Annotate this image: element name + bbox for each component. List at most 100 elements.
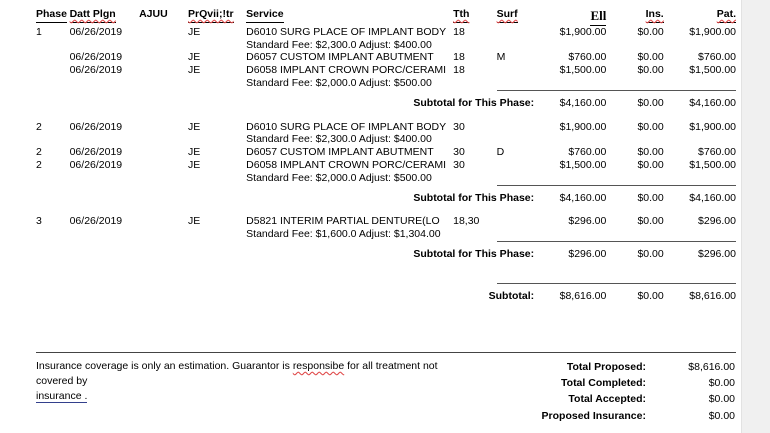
cell-ajuu — [139, 215, 188, 228]
cell-service: D6058 IMPLANT CROWN PORC/CERAMI — [246, 159, 447, 172]
cell-estimate: $1,500.00 — [559, 64, 607, 77]
cell-ajuu — [139, 64, 188, 77]
grand-subtotal-row: Subtotal: $8,616.00 $0.00 $8,616.00 — [36, 290, 736, 303]
table-row[interactable]: 3 06/26/2019 JE D5821 INTERIM PARTIAL DENTU… — [36, 215, 736, 228]
totals-body: Total Proposed: $8,616.00 Total Completed:… — [541, 359, 736, 424]
column-header-date: Datt Plgn — [69, 8, 139, 26]
cell-provider: JE — [188, 120, 201, 133]
phase-gap — [36, 204, 736, 215]
totals-value: $0.00 — [708, 409, 735, 422]
cell-phase: 2 — [36, 120, 42, 133]
subtotal-rule-row — [36, 89, 736, 97]
cell-surf — [497, 64, 535, 77]
column-header-phase-label: Phase — [36, 8, 67, 23]
grand-subtotal-rule — [496, 282, 736, 290]
subtotal-rule — [496, 184, 736, 192]
subtotal-rule-row — [36, 184, 736, 192]
cell-provider: JE — [188, 215, 201, 228]
phase-subtotal-patient: $4,160.00 — [689, 191, 736, 204]
totals-row: Total Completed: $0.00 — [541, 375, 736, 391]
totals-value: $0.00 — [708, 393, 735, 406]
grand-subtotal-patient: $8,616.00 — [689, 289, 736, 302]
phase-subtotal-label: Subtotal for This Phase: — [413, 96, 535, 109]
cell-patient: $1,900.00 — [689, 25, 736, 38]
cell-surf — [497, 121, 535, 134]
cell-insurance: $0.00 — [637, 120, 664, 133]
cell-surf — [497, 26, 535, 39]
totals-row: Proposed Insurance: $0.00 — [541, 408, 736, 424]
cell-insurance: $0.00 — [637, 159, 664, 172]
cell-date: 06/26/2019 — [69, 159, 123, 172]
phase-subtotal-label: Subtotal for This Phase: — [413, 191, 535, 204]
cell-phase: 2 — [36, 146, 42, 159]
grand-subtotal-rule-row — [36, 282, 736, 290]
cell-phase: 3 — [36, 215, 42, 228]
note-spacer — [36, 77, 246, 90]
disclaimer-text-end: for all treatment not covered by — [36, 360, 438, 388]
table-row-note: Standard Fee: $2,000.0 Adjust: $500.00 — [36, 172, 736, 185]
totals-row: Total Proposed: $8,616.00 — [541, 359, 736, 375]
cell-date: 06/26/2019 — [69, 25, 123, 38]
cell-provider: JE — [188, 64, 201, 77]
cell-provider: JE — [188, 146, 201, 159]
table-row[interactable]: 06/26/2019 JE D6057 CUSTOM IMPLANT ABUTMEN… — [36, 51, 736, 64]
phase-gap — [36, 272, 736, 284]
phase-subtotal-insurance: $0.00 — [637, 248, 664, 261]
cell-patient: $296.00 — [698, 215, 736, 228]
phase-subtotal-row: Subtotal for This Phase: $4,160.00 $0.00 $4… — [36, 97, 736, 110]
cell-surf: D — [496, 146, 505, 159]
cell-patient: $1,500.00 — [689, 159, 736, 172]
column-header-tth-label: Tth — [453, 8, 470, 23]
cell-patient: $760.00 — [698, 51, 736, 64]
cell-tth: 18,30 — [453, 215, 480, 228]
column-header-phase: Phase — [36, 8, 70, 26]
table-row-note: Standard Fee: $2,300.0 Adjust: $400.00 — [36, 39, 736, 52]
treatment-plan-sheet: Phase Datt Plgn AJUU PrQvii;!tr Service … — [36, 8, 736, 303]
phase-subtotal-row: Subtotal for This Phase: $296.00 $0.00 $296… — [36, 248, 736, 261]
cell-service: D6057 CUSTOM IMPLANT ABUTMENT — [246, 146, 434, 159]
cell-phase: 1 — [36, 25, 42, 38]
phase-subtotal-patient: $296.00 — [698, 248, 736, 261]
header-row: Phase Datt Plgn AJUU PrQvii;!tr Service … — [36, 8, 736, 26]
standard-fee-note: Standard Fee: $2,000.0 Adjust: $500.00 — [246, 77, 432, 90]
table-row[interactable]: 2 06/26/2019 JE D6010 SURG PLACE OF IMPLANT… — [36, 121, 736, 134]
column-header-surf: Surf — [496, 8, 535, 26]
table-row-note: Standard Fee: $1,600.0 Adjust: $1,304.00 — [36, 228, 736, 241]
standard-fee-note: Standard Fee: $2,300.0 Adjust: $400.00 — [246, 133, 432, 146]
phase-subtotal-insurance: $0.00 — [637, 191, 664, 204]
totals-row: Total Accepted: $0.00 — [541, 391, 736, 407]
note-spacer — [36, 39, 246, 52]
column-header-service: Service — [246, 8, 453, 26]
cell-phase — [36, 64, 70, 77]
table-row[interactable]: 2 06/26/2019 JE D6058 IMPLANT CROWN PORC/CE… — [36, 159, 736, 172]
column-header-estimate-label: Ell — [590, 8, 607, 26]
footer-divider — [36, 352, 736, 353]
table-row[interactable]: 1 06/26/2019 JE D6010 SURG PLACE OF IMPLANT… — [36, 26, 736, 39]
cell-provider: JE — [188, 25, 201, 38]
footer-section: Insurance coverage is only an estimation… — [36, 352, 736, 424]
table-row[interactable]: 2 06/26/2019 JE D6057 CUSTOM IMPLANT ABUTME… — [36, 146, 736, 159]
column-header-date-label: Datt Plgn — [69, 8, 116, 23]
cell-tth: 18 — [453, 51, 465, 64]
column-header-patient: Pat. — [664, 8, 736, 26]
cell-insurance: $0.00 — [637, 215, 664, 228]
totals-label: Total Completed: — [561, 377, 646, 390]
cell-phase — [36, 51, 70, 64]
column-header-surf-label: Surf — [496, 8, 518, 23]
cell-ajuu — [139, 51, 188, 64]
totals-label: Proposed Insurance: — [541, 409, 646, 422]
cell-insurance: $0.00 — [637, 25, 664, 38]
standard-fee-note: Standard Fee: $2,000.0 Adjust: $500.00 — [246, 171, 432, 184]
cell-patient: $1,900.00 — [689, 120, 736, 133]
phase-subtotal-label: Subtotal for This Phase: — [413, 248, 535, 261]
grand-subtotal-label: Subtotal: — [488, 289, 535, 302]
phase-subtotal-estimate: $296.00 — [568, 248, 607, 261]
table-header: Phase Datt Plgn AJUU PrQvii;!tr Service … — [36, 8, 736, 26]
insurance-disclaimer: Insurance coverage is only an estimation… — [36, 359, 466, 424]
table-row[interactable]: 06/26/2019 JE D6058 IMPLANT CROWN PORC/CER… — [36, 64, 736, 77]
cell-tth: 30 — [453, 146, 465, 159]
spacer-cell — [36, 110, 736, 121]
disclaimer-insurance-link[interactable]: insurance . — [36, 390, 88, 404]
column-header-insurance-label: Ins. — [645, 8, 664, 23]
cell-patient: $760.00 — [698, 146, 736, 159]
